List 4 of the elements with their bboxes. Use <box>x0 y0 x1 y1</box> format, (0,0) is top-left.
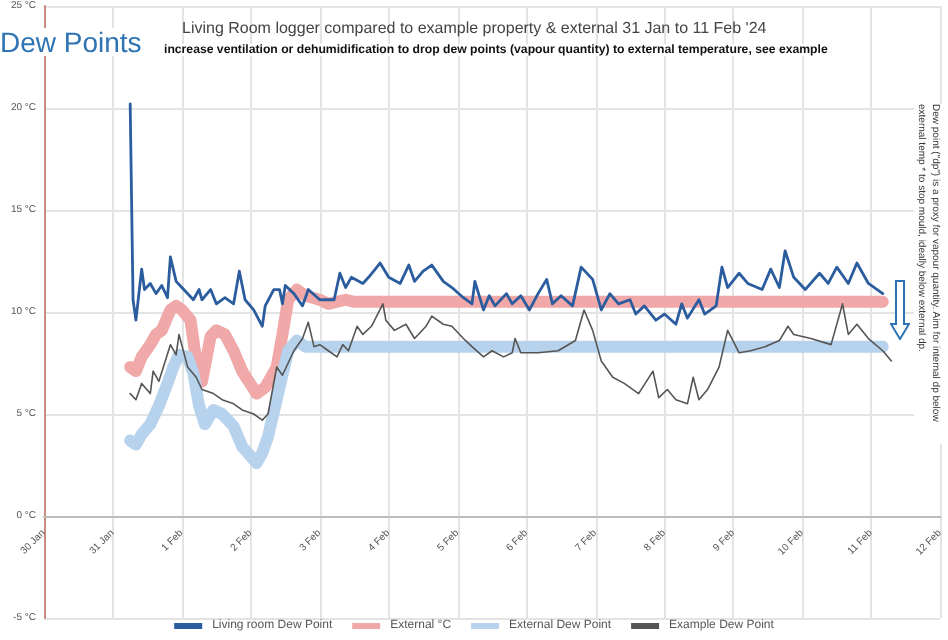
line-series <box>128 102 885 328</box>
text: Living Room logger compared to example property & external 31 Jan to 11 Feb '24 <box>182 19 768 37</box>
line-series <box>129 303 893 421</box>
text: Dew Points <box>0 26 142 58</box>
